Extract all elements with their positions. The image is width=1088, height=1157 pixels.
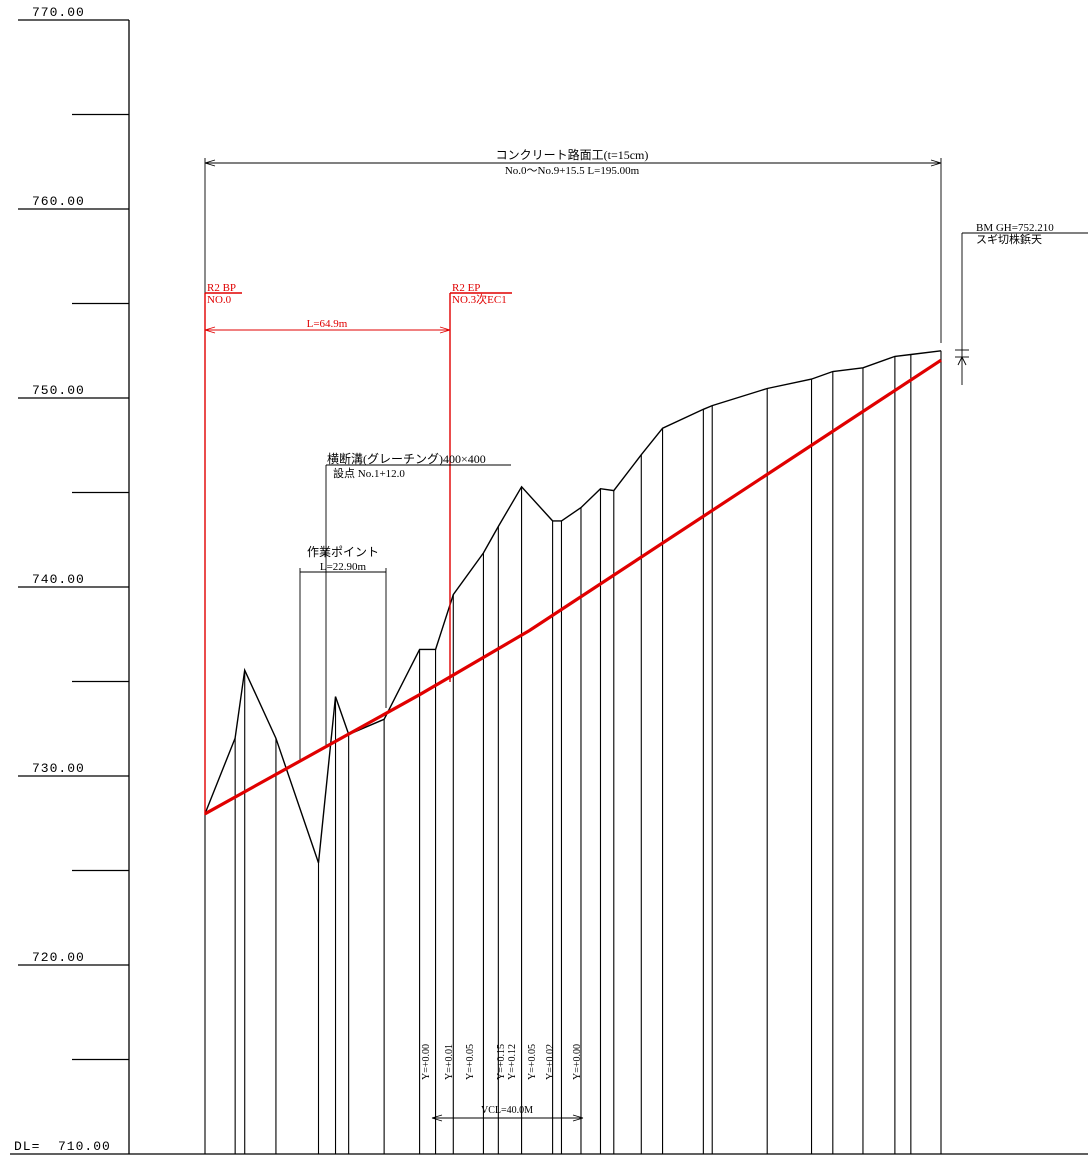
work-point-title: 作業ポイント <box>307 545 379 559</box>
y-offset-label: Y=+0.12 <box>507 1044 518 1080</box>
y-offset-label: Y=+0.05 <box>527 1044 538 1080</box>
tick-label-720: 720.00 <box>32 950 85 965</box>
bp-station: NO.0 <box>207 294 232 306</box>
datum-label: DL= <box>14 1139 40 1154</box>
pavement-subtitle: No.0～No.9+15.5 L=195.00m <box>505 165 640 177</box>
bm-description: スギ切株鋲天 <box>976 232 1042 246</box>
work-point-dimension: 作業ポイント L=22.90m <box>299 545 387 760</box>
vcl-label: VCL=40.0M <box>481 1105 533 1116</box>
drain-callout: 横断溝(グレーチング)400×400 設点 No.1+12.0 <box>325 451 511 745</box>
tick-label-710: 710.00 <box>58 1139 111 1154</box>
pavement-dimension: コンクリート路面工(t=15cm) No.0～No.9+15.5 L=195.0… <box>204 147 942 815</box>
minor-ticks <box>72 113 129 1061</box>
length-arrow-right <box>439 326 451 334</box>
length-label: L=64.9m <box>307 318 348 330</box>
vcl-arrow-left <box>431 1114 443 1122</box>
ep-station: NO.3次EC1 <box>452 292 507 306</box>
ep-label: R2 EP <box>452 282 480 294</box>
vertical-curve-offsets: Y=+0.00 Y=+0.01 Y=+0.05 Y=+0.15 Y=+0.12 … <box>421 1044 584 1122</box>
design-grade-line <box>204 358 942 816</box>
length-dimension: L=64.9m <box>204 318 451 334</box>
bp-label: R2 BP <box>207 282 236 294</box>
y-offset-label: Y=+0.00 <box>572 1044 583 1080</box>
pavement-title: コンクリート路面工(t=15cm) <box>496 147 649 162</box>
y-offset-label: Y=+0.05 <box>465 1044 476 1080</box>
ep-marker: R2 EP NO.3次EC1 <box>449 282 512 682</box>
tick-label-770: 770.00 <box>32 5 85 20</box>
vcl-arrow-right <box>572 1114 584 1122</box>
elevation-axis: 770.00 760.00 750.00 740.00 730.00 720.0… <box>10 5 1088 1155</box>
ground-profile-line <box>204 350 942 864</box>
length-arrow-left <box>204 326 216 334</box>
pavement-arrow-left <box>204 159 216 167</box>
drain-subtitle: 設点 No.1+12.0 <box>333 466 405 480</box>
y-offset-label: Y=+0.15 <box>496 1044 507 1080</box>
station-verticals <box>204 350 942 1154</box>
y-offset-label: Y=+0.02 <box>545 1044 556 1080</box>
tick-label-750: 750.00 <box>32 383 85 398</box>
bp-marker: R2 BP NO.0 <box>204 282 242 815</box>
y-offset-label: Y=+0.01 <box>444 1044 455 1080</box>
tick-label-730: 730.00 <box>32 761 85 776</box>
work-point-length: L=22.90m <box>320 561 367 573</box>
bm-arrow <box>957 356 967 366</box>
drain-title: 横断溝(グレーチング)400×400 <box>327 451 486 466</box>
tick-label-740: 740.00 <box>32 572 85 587</box>
benchmark-callout: BM GH=752.210 スギ切株鋲天 <box>955 222 1088 385</box>
y-offset-label: Y=+0.00 <box>421 1044 432 1080</box>
bm-elevation: BM GH=752.210 <box>976 222 1054 234</box>
tick-label-760: 760.00 <box>32 194 85 209</box>
pavement-arrow-right <box>930 159 942 167</box>
